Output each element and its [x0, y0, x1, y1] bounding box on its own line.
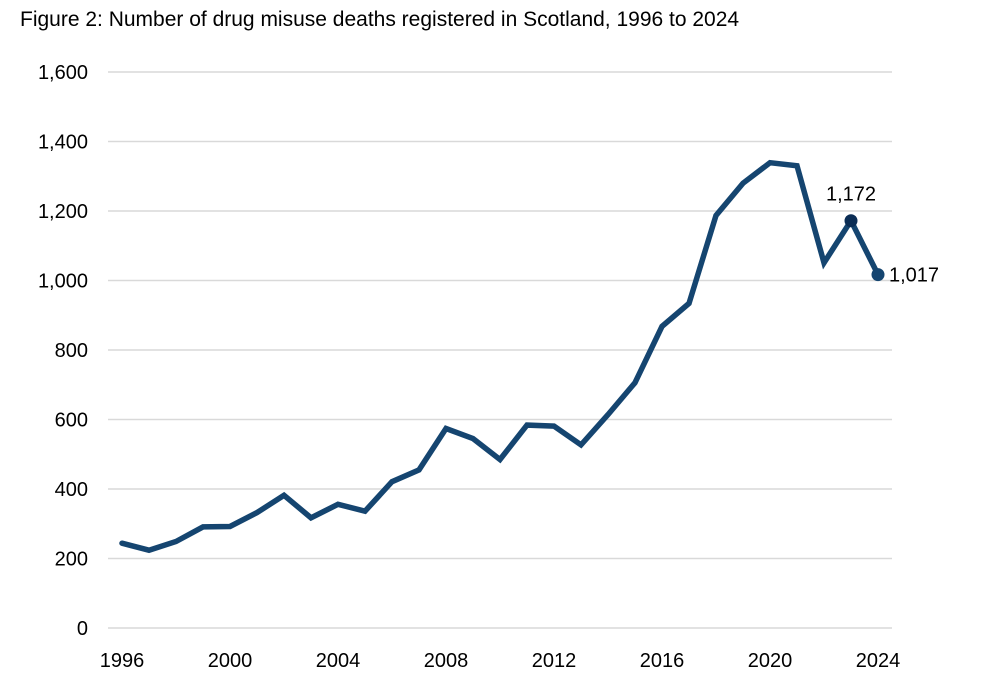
- data-label: 1,017: [889, 265, 939, 287]
- y-tick-label: 800: [55, 340, 88, 362]
- x-tick-label: 2004: [316, 650, 361, 672]
- y-axis-tick-labels: 0 200 400 600 800 1,000 1,200 1,400 1,600: [38, 62, 88, 640]
- y-tick-label: 400: [55, 479, 88, 501]
- y-tick-label: 1,000: [38, 271, 88, 293]
- series-line: [119, 159, 881, 554]
- x-tick-label: 2012: [532, 650, 577, 672]
- y-tick-label: 600: [55, 410, 88, 432]
- y-tick-label: 1,200: [38, 201, 88, 223]
- x-tick-label: 2008: [424, 650, 469, 672]
- highlight-marker: [871, 268, 885, 282]
- x-tick-label: 2024: [856, 650, 901, 672]
- y-tick-label: 200: [55, 549, 88, 571]
- y-tick-label: 0: [77, 618, 88, 640]
- y-tick-label: 1,400: [38, 132, 88, 154]
- x-tick-label: 2020: [748, 650, 793, 672]
- chart-title: Figure 2: Number of drug misuse deaths r…: [20, 8, 740, 31]
- x-tick-label: 2016: [640, 650, 685, 672]
- x-tick-label: 1996: [100, 650, 145, 672]
- x-axis-tick-labels: 1996 2000 2004 2008 2012 2016 2020 2024: [100, 650, 901, 672]
- data-label: 1,172: [826, 184, 876, 206]
- highlight-marker: [844, 214, 858, 228]
- series-layer: [119, 159, 881, 554]
- y-tick-label: 1,600: [38, 62, 88, 84]
- gridlines: [108, 71, 892, 629]
- x-tick-label: 2000: [208, 650, 253, 672]
- data-labels: 1,172 1,017: [826, 184, 939, 287]
